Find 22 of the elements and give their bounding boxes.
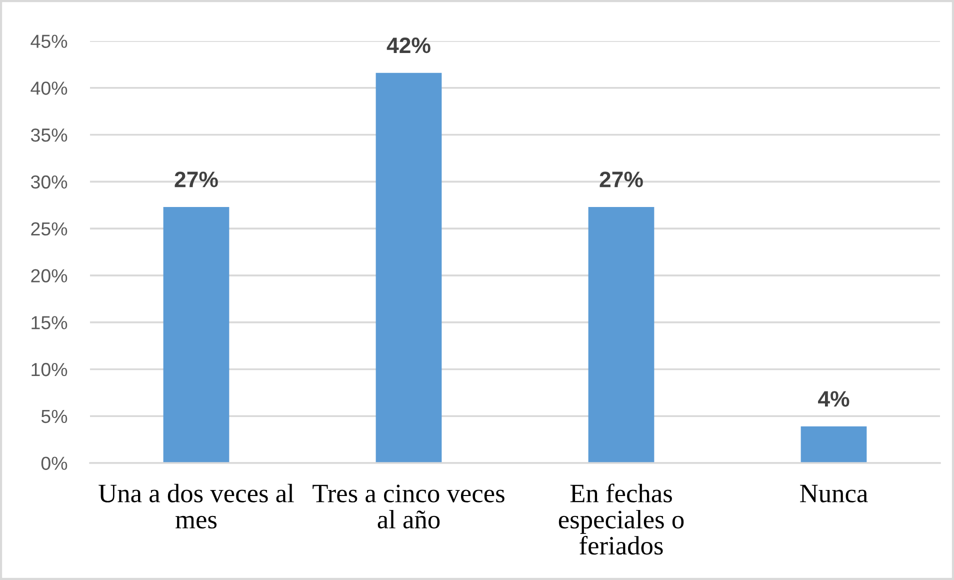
data-label: 42% (386, 37, 430, 54)
data-label: 4% (818, 391, 850, 407)
x-tick-label: Tres a cinco veces al año (312, 484, 504, 529)
data-label: 27% (174, 172, 218, 188)
y-tick-label: 30% (30, 175, 68, 189)
data-label: 27% (600, 172, 643, 188)
y-tick-label: 45% (30, 34, 68, 48)
y-tick-label: 10% (32, 362, 68, 376)
y-tick-label: 20% (31, 269, 68, 282)
bar (376, 72, 442, 463)
y-tick-label: 25% (31, 222, 68, 236)
y-tick-label: 35% (30, 128, 68, 142)
bar (588, 206, 654, 463)
bar (163, 206, 230, 463)
y-tick-label: 5% (41, 410, 68, 424)
x-tick-label: Una a dos veces al mes (98, 484, 294, 529)
y-tick-label: 0% (41, 456, 68, 470)
x-tick-label: En fechas especiales o feriados (558, 484, 684, 555)
y-tick-label: 15% (32, 316, 68, 330)
y-tick-label: 40% (30, 82, 68, 95)
bar (800, 426, 867, 463)
x-tick-label: Nunca (800, 484, 868, 502)
